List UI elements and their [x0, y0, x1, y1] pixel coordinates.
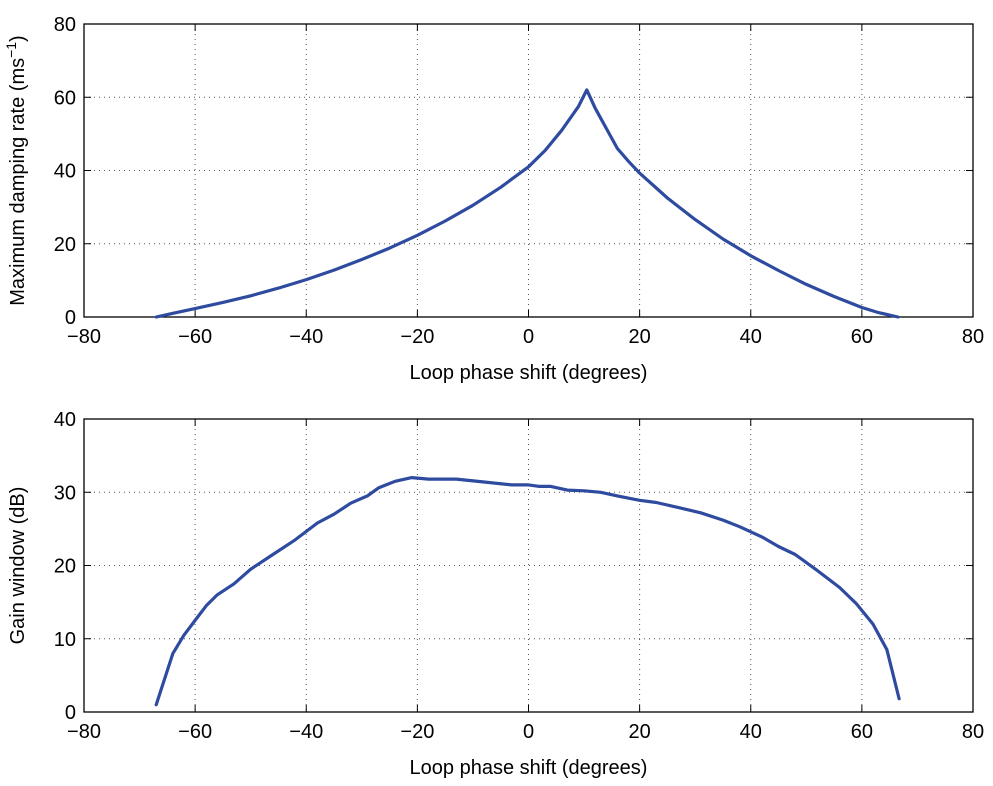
x-tick-label: 20	[629, 326, 651, 348]
y-tick-label: 80	[54, 14, 76, 36]
y-tick-label: 0	[65, 702, 76, 724]
y-axis-label-text: Maximum damping rate (ms	[7, 58, 29, 306]
x-tick-label: 80	[962, 721, 984, 743]
x-tick-label: 80	[962, 326, 984, 348]
x-tick-label: 0	[523, 326, 534, 348]
x-tick-label: −60	[178, 721, 212, 743]
x-tick-label: 60	[851, 721, 873, 743]
x-tick-label: 40	[740, 326, 762, 348]
x-tick-label: −40	[289, 721, 323, 743]
y-axis-label-close: )	[7, 35, 29, 42]
gain-window-chart: −80 −60 −40 −20 0 20 40 60 80 0 10 20 30 40 Loop phase…	[7, 409, 984, 779]
y-axis-label: Gain window (dB)	[7, 487, 29, 645]
y-tick-label: 0	[65, 307, 76, 329]
x-tick-label: −40	[289, 326, 323, 348]
x-axis-label: Loop phase shift (degrees)	[410, 362, 648, 384]
x-tick-label: −60	[178, 326, 212, 348]
x-tick-label: −20	[400, 326, 434, 348]
y-axis-label-text: Gain window (dB)	[7, 487, 29, 645]
x-tick-label: −20	[400, 721, 434, 743]
x-tick-label: −80	[67, 326, 101, 348]
x-tick-label: 20	[629, 721, 651, 743]
x-tick-label: 0	[523, 721, 534, 743]
y-tick-label: 40	[54, 409, 76, 431]
x-tick-label: 40	[740, 721, 762, 743]
x-axis-label: Loop phase shift (degrees)	[410, 757, 648, 779]
y-tick-label: 20	[54, 556, 76, 578]
series-line	[154, 476, 901, 707]
y-axis-label-superscript: −1	[3, 42, 19, 58]
series-line	[154, 88, 900, 319]
x-tick-label: −80	[67, 721, 101, 743]
damping-rate-chart: −80 −60 −40 −20 0 20 40 60 80 0 20 40 60 80 Loop phase…	[3, 14, 984, 384]
x-tick-label: 60	[851, 326, 873, 348]
y-tick-label: 40	[54, 161, 76, 183]
y-axis-label: Maximum damping rate (ms−1)	[3, 35, 29, 305]
y-tick-label: 10	[54, 629, 76, 651]
y-tick-label: 60	[54, 87, 76, 109]
y-tick-label: 20	[54, 234, 76, 256]
y-tick-label: 30	[54, 482, 76, 504]
